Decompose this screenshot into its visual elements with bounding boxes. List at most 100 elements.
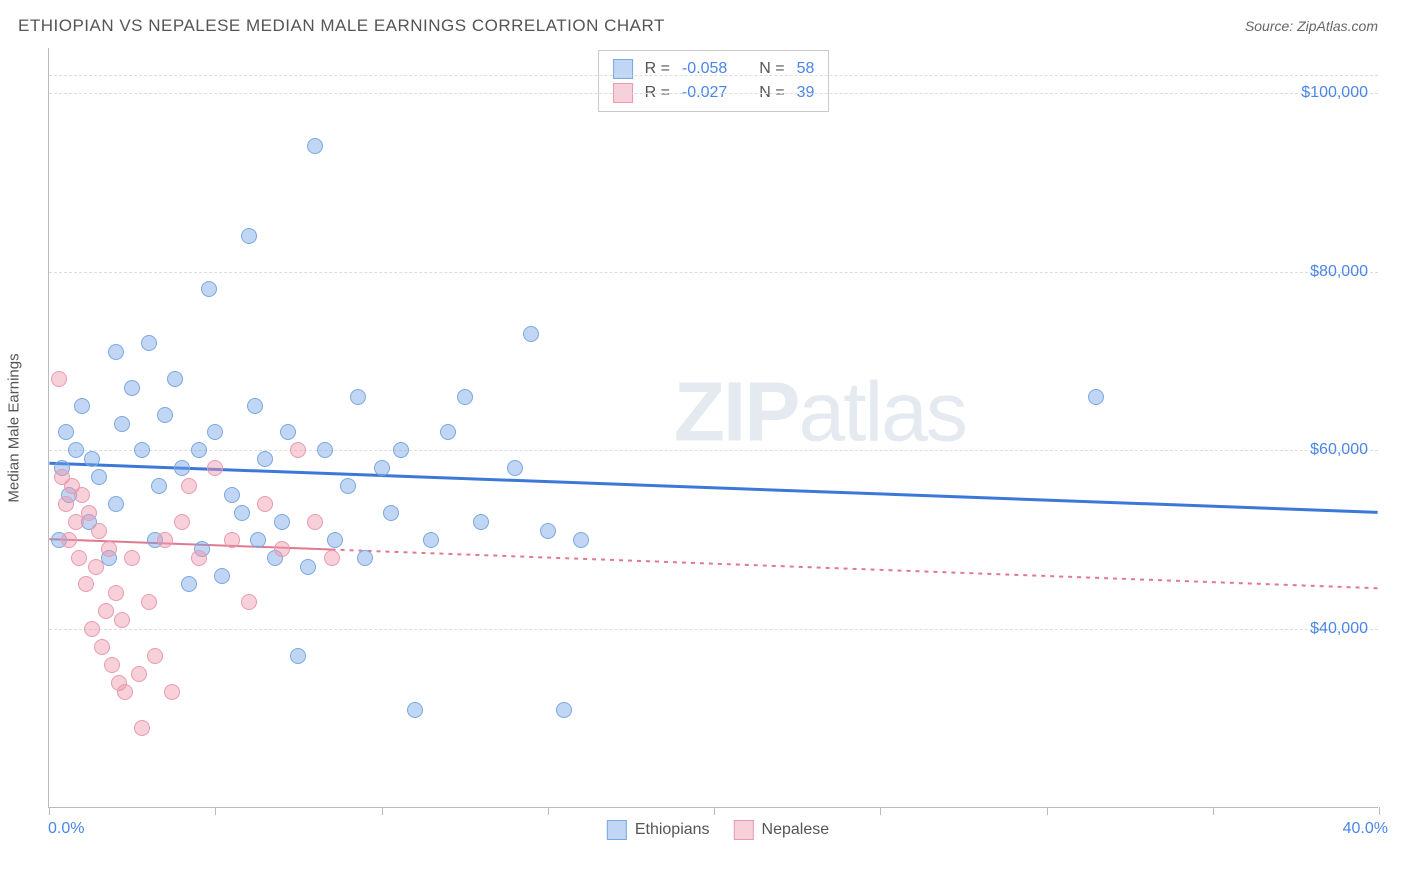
x-tick — [1047, 807, 1048, 815]
gridline — [49, 272, 1378, 273]
data-point — [134, 442, 150, 458]
data-point — [573, 532, 589, 548]
data-point — [507, 460, 523, 476]
data-point — [147, 648, 163, 664]
legend-label: Ethiopians — [635, 821, 710, 839]
data-point — [300, 559, 316, 575]
data-point — [91, 469, 107, 485]
data-point — [108, 496, 124, 512]
data-point — [340, 478, 356, 494]
data-point — [104, 657, 120, 673]
data-point — [84, 451, 100, 467]
x-tick — [215, 807, 216, 815]
data-point — [167, 371, 183, 387]
watermark-zip: ZIP — [674, 365, 799, 459]
trend-lines — [49, 48, 1378, 807]
gridline — [49, 629, 1378, 630]
data-point — [247, 398, 263, 414]
scatter-plot: ZIPatlas R =-0.058N =58R =-0.027N =39 $4… — [48, 48, 1378, 808]
data-point — [141, 594, 157, 610]
header: ETHIOPIAN VS NEPALESE MEDIAN MALE EARNIN… — [0, 0, 1406, 44]
data-point — [540, 523, 556, 539]
data-point — [191, 442, 207, 458]
data-point — [174, 514, 190, 530]
data-point — [94, 639, 110, 655]
data-point — [241, 594, 257, 610]
data-point — [74, 398, 90, 414]
data-point — [201, 281, 217, 297]
x-axis-max-label: 40.0% — [1343, 820, 1388, 838]
stats-row: R =-0.058N =58 — [613, 57, 815, 81]
data-point — [108, 344, 124, 360]
y-axis-label: Median Male Earnings — [6, 353, 23, 502]
x-tick — [880, 807, 881, 815]
data-point — [324, 550, 340, 566]
series-legend: EthiopiansNepalese — [607, 820, 829, 840]
data-point — [74, 487, 90, 503]
data-point — [523, 326, 539, 342]
data-point — [290, 648, 306, 664]
data-point — [68, 442, 84, 458]
data-point — [224, 532, 240, 548]
data-point — [157, 407, 173, 423]
data-point — [423, 532, 439, 548]
data-point — [440, 424, 456, 440]
x-tick — [382, 807, 383, 815]
source-name: ZipAtlas.com — [1297, 18, 1378, 34]
data-point — [134, 720, 150, 736]
data-point — [61, 532, 77, 548]
watermark: ZIPatlas — [674, 364, 966, 461]
data-point — [383, 505, 399, 521]
data-point — [78, 576, 94, 592]
data-point — [207, 460, 223, 476]
data-point — [84, 621, 100, 637]
data-point — [114, 416, 130, 432]
data-point — [350, 389, 366, 405]
data-point — [407, 702, 423, 718]
source-label: Source: — [1245, 18, 1293, 34]
data-point — [124, 380, 140, 396]
data-point — [71, 550, 87, 566]
data-point — [280, 424, 296, 440]
data-point — [174, 460, 190, 476]
data-point — [124, 550, 140, 566]
gridline — [49, 75, 1378, 76]
data-point — [250, 532, 266, 548]
data-point — [207, 424, 223, 440]
data-point — [114, 612, 130, 628]
chart-area: Median Male Earnings ZIPatlas R =-0.058N… — [48, 48, 1388, 808]
data-point — [224, 487, 240, 503]
x-tick — [714, 807, 715, 815]
data-point — [51, 371, 67, 387]
data-point — [274, 514, 290, 530]
gridline — [49, 93, 1378, 94]
data-point — [131, 666, 147, 682]
data-point — [91, 523, 107, 539]
y-tick-label: $60,000 — [1310, 441, 1368, 459]
x-tick — [548, 807, 549, 815]
data-point — [58, 424, 74, 440]
data-point — [307, 514, 323, 530]
data-point — [117, 684, 133, 700]
data-point — [191, 550, 207, 566]
data-point — [108, 585, 124, 601]
data-point — [473, 514, 489, 530]
data-point — [457, 389, 473, 405]
legend-swatch — [734, 820, 754, 840]
y-tick-label: $100,000 — [1301, 84, 1368, 102]
data-point — [357, 550, 373, 566]
data-point — [181, 478, 197, 494]
series-swatch — [613, 59, 633, 79]
data-point — [164, 684, 180, 700]
data-point — [393, 442, 409, 458]
data-point — [241, 228, 257, 244]
chart-title: ETHIOPIAN VS NEPALESE MEDIAN MALE EARNIN… — [18, 16, 665, 36]
x-tick — [1213, 807, 1214, 815]
data-point — [141, 335, 157, 351]
source: Source: ZipAtlas.com — [1245, 18, 1378, 34]
data-point — [257, 496, 273, 512]
data-point — [81, 505, 97, 521]
data-point — [556, 702, 572, 718]
data-point — [157, 532, 173, 548]
x-axis-min-label: 0.0% — [48, 820, 84, 838]
